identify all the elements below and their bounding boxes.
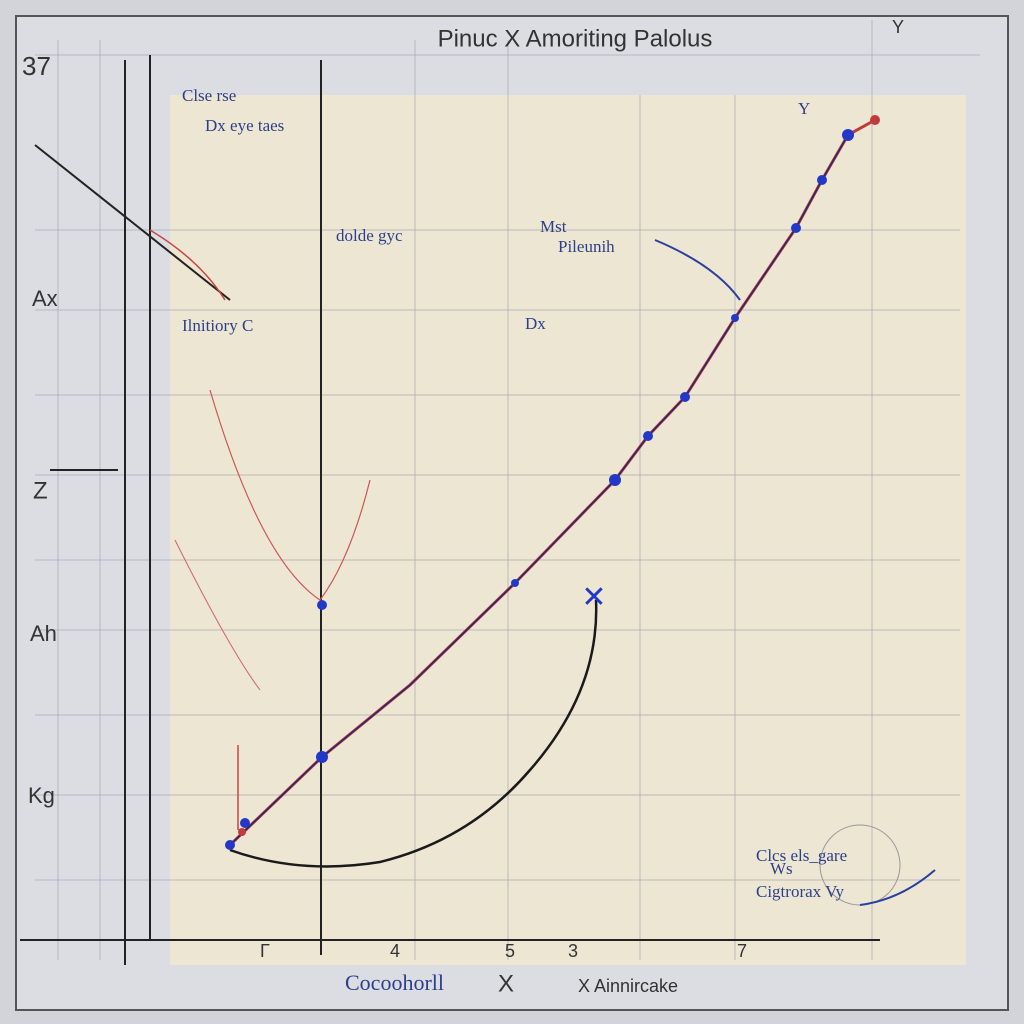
x-label: Γ [260,941,270,961]
grid [35,20,980,960]
left-label: Z [33,477,48,504]
annotation: Y [798,99,810,118]
x-label: 7 [737,941,747,961]
x-label: 3 [568,941,578,961]
x-title: Cocoohorll [345,970,444,995]
left-label: Ax [32,286,58,311]
x-label: 4 [390,941,400,961]
annotation: dolde gyc [336,226,403,245]
annotation: Ilnitiory C [182,316,253,335]
svg-text:✕: ✕ [581,581,606,614]
x-note: X Ainnircake [578,976,678,996]
x-mark: X [498,970,514,997]
legend-text: Clcs els_gare [756,846,847,865]
x-label: 5 [505,941,515,961]
points: ✕ [225,115,880,850]
annotation: Dx [525,314,546,333]
legend-text: Cigtrorax Vy [756,882,844,901]
annotation: Dx eye taes [205,116,284,135]
annotation: Clse rse [182,86,236,105]
annotation: Mst [540,217,567,236]
left-label: Ah [30,621,57,646]
left-label: Kg [28,783,55,808]
title: Pinuc X Amoriting Palolus [438,25,713,52]
legend-text: Ws [770,859,793,878]
axes [20,55,880,965]
annotation: Pileunih [558,237,615,256]
y-top-label: 37 [22,51,51,81]
corner-label: Y [892,17,904,37]
